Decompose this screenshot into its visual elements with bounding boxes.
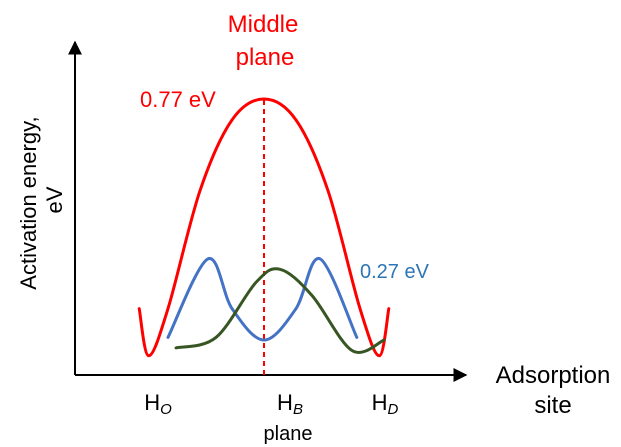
x-tick-note-plane: plane [264, 423, 313, 445]
middle-plane-label-line-1: Middle [228, 11, 299, 38]
series-layer [137, 97, 391, 358]
x-tick-ho-sub: O [160, 401, 172, 418]
x-tick-label-hd: HD [372, 390, 399, 418]
x-tick-hd-sub: D [388, 401, 399, 418]
y-axis-label: Activation energy, eV [16, 110, 67, 289]
green-energy-curve [174, 267, 386, 354]
blue-barrier-label: 0.27 eV [360, 261, 430, 283]
x-axis-label-line-2: site [534, 392, 571, 419]
red-barrier-label: 0.77 eV [140, 87, 216, 112]
x-tick-ho-main: H [144, 390, 160, 415]
x-tick-hd-main: H [372, 390, 388, 415]
x-axis-label-line-1: Adsorption [496, 362, 611, 389]
x-tick-hb-sub: B [293, 401, 303, 418]
red-energy-curve [137, 97, 391, 358]
middle-plane-label-line-2: plane [236, 44, 295, 71]
x-tick-hb-main: H [277, 390, 293, 415]
y-axis-label-line-2: eV [42, 186, 67, 213]
blue-energy-curve [166, 257, 359, 342]
x-tick-label-ho: HO [144, 390, 172, 418]
x-tick-label-hb: HB [277, 390, 303, 418]
y-axis-label-line-1: Activation energy, [16, 116, 41, 289]
